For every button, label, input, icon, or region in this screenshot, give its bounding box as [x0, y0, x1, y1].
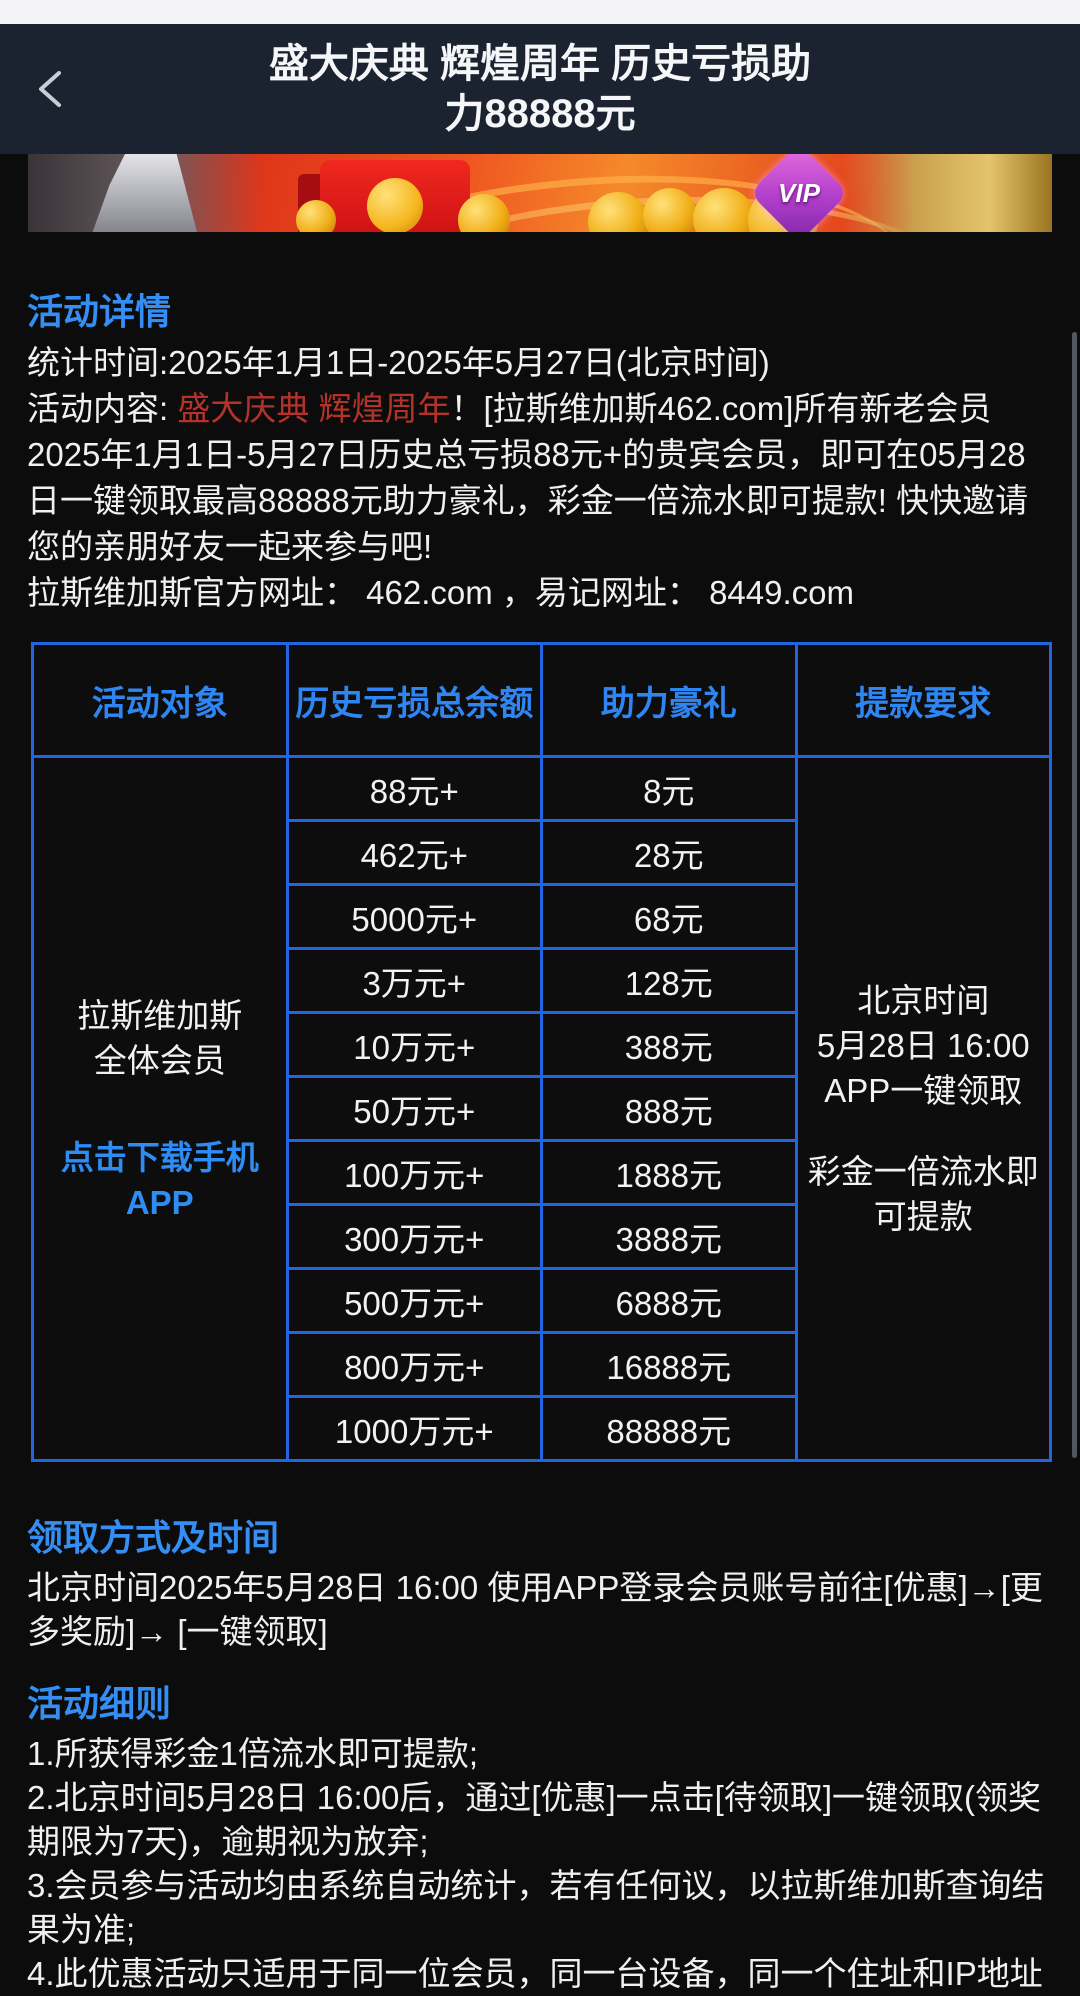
- bonus-table: 活动对象 历史亏损总余额 助力豪礼 提款要求 拉斯维加斯 全体会员 点击下载手机…: [31, 642, 1052, 1462]
- section-claim-method: 领取方式及时间 北京时间2025年5月28日 16:00 使用APP登录会员账号…: [27, 1518, 1053, 1654]
- col-header-target: 活动对象: [31, 642, 289, 758]
- table-row: 50万元+ 888元: [33, 1075, 1051, 1142]
- bonus-cell: 128元: [540, 947, 798, 1014]
- rules-heading: 活动细则: [27, 1683, 172, 1724]
- table-row: 1000万元+ 88888元: [33, 1395, 1051, 1462]
- table-row: 5000元+ 68元: [33, 883, 1051, 950]
- target-cell: 拉斯维加斯 全体会员 点击下载手机APP: [31, 755, 289, 1462]
- content-body: ！[拉斯维加斯462.com]所有新老会员2025年1月1日-5月27日历史总亏…: [27, 390, 1029, 565]
- promo-content: 活动详情 统计时间:2025年1月1日-2025年5月27日(北京时间) 活动内…: [0, 292, 1080, 1996]
- loss-cell: 10万元+: [285, 1011, 543, 1078]
- status-bar: [0, 0, 1080, 24]
- loss-cell: 300万元+: [285, 1203, 543, 1270]
- col-header-bonus: 助力豪礼: [540, 642, 798, 758]
- bonus-cell: 1888元: [540, 1139, 798, 1206]
- bonus-cell: 888元: [540, 1075, 798, 1142]
- gold-coin-icon: [693, 188, 755, 232]
- col-header-loss: 历史亏损总余额: [285, 642, 543, 758]
- gold-coin-icon: [588, 192, 648, 232]
- loss-cell: 100万元+: [285, 1139, 543, 1206]
- stat-time-text: 统计时间:2025年1月1日-2025年5月27日(北京时间): [27, 344, 770, 381]
- loss-cell: 5000元+: [285, 883, 543, 950]
- target-members-text: 拉斯维加斯 全体会员: [77, 996, 243, 1079]
- gold-model-image: [842, 154, 1052, 232]
- scrollbar[interactable]: [1072, 332, 1077, 1458]
- bonus-cell: 16888元: [540, 1331, 798, 1398]
- app-header: 盛大庆典 辉煌周年 历史亏损助 力88888元: [0, 24, 1080, 154]
- loss-cell: 50万元+: [285, 1075, 543, 1142]
- vip-badge-label: VIP: [778, 177, 820, 208]
- loss-cell: 462元+: [285, 819, 543, 886]
- table-row: 800万元+ 16888元: [33, 1331, 1051, 1398]
- bonus-cell: 8元: [540, 755, 798, 822]
- table-header-row: 活动对象 历史亏损总余额 助力豪礼 提款要求: [31, 642, 1052, 758]
- bonus-cell: 388元: [540, 1011, 798, 1078]
- withdraw-turnover-text: 彩金一倍流水即可提款: [807, 1153, 1039, 1235]
- section-activity-details: 活动详情 统计时间:2025年1月1日-2025年5月27日(北京时间) 活动内…: [27, 292, 1053, 616]
- loss-cell: 3万元+: [285, 947, 543, 1014]
- bonus-cell: 28元: [540, 819, 798, 886]
- chevron-left-icon: [39, 71, 61, 107]
- col-header-withdraw: 提款要求: [794, 642, 1052, 758]
- content-prefix: 活动内容:: [27, 390, 178, 427]
- loss-cell: 88元+: [285, 755, 543, 822]
- vip-badge: VIP: [749, 154, 849, 232]
- table-row: 462元+ 28元: [33, 819, 1051, 886]
- rule-item: 3.会员参与活动均由系统自动统计，若有任何议，以拉斯维加斯查询结果为准;: [27, 1867, 1045, 1948]
- bonus-cell: 6888元: [540, 1267, 798, 1334]
- gold-coin-icon: [643, 188, 697, 232]
- gold-coin-icon: [296, 200, 336, 232]
- withdraw-time-text: 北京时间 5月28日 16:00 APP一键领取: [816, 982, 1030, 1109]
- table-row: 300万元+ 3888元: [33, 1203, 1051, 1270]
- claim-body-text: 北京时间2025年5月28日 16:00 使用APP登录会员账号前往[优惠]→[…: [27, 1569, 1043, 1650]
- table-row: 拉斯维加斯 全体会员 点击下载手机APP 88元+ 8元 北京时间 5月28日 …: [31, 755, 1052, 1462]
- download-app-link[interactable]: 点击下载手机APP: [60, 1138, 259, 1221]
- content-highlight: 盛大庆典 辉煌周年: [177, 390, 451, 427]
- rule-item: 2.北京时间5月28日 16:00后，通过[优惠]一点击[待领取]一键领取(领奖…: [27, 1779, 1041, 1860]
- details-heading: 活动详情: [27, 291, 172, 332]
- red-envelope-icon: [320, 160, 470, 232]
- rule-item: 1.所获得彩金1倍流水即可提款;: [27, 1735, 479, 1772]
- section-rules: 活动细则 1.所获得彩金1倍流水即可提款; 2.北京时间5月28日 16:00后…: [27, 1684, 1053, 1996]
- bonus-cell: 88888元: [540, 1395, 798, 1462]
- table-row: 3万元+ 128元: [33, 947, 1051, 1014]
- loss-cell: 800万元+: [285, 1331, 543, 1398]
- gold-coin-icon: [458, 194, 510, 232]
- bonus-cell: 3888元: [540, 1203, 798, 1270]
- promo-banner: VIP: [28, 154, 1052, 232]
- table-row: 500万元+ 6888元: [33, 1267, 1051, 1334]
- table-row: 100万元+ 1888元: [33, 1139, 1051, 1206]
- loss-cell: 1000万元+: [285, 1395, 543, 1462]
- rule-item: 4.此优惠活动只适用于同一位会员，同一台设备，同一个住址和IP地址: [27, 1955, 1043, 1992]
- back-button[interactable]: [26, 65, 74, 113]
- bonus-cell: 68元: [540, 883, 798, 950]
- loss-cell: 500万元+: [285, 1267, 543, 1334]
- activity-content-text: 活动内容: 盛大庆典 辉煌周年！[拉斯维加斯462.com]所有新老会员2025…: [27, 386, 1053, 570]
- site-urls-text: 拉斯维加斯官方网址： 462.com ，易记网址： 8449.com: [27, 574, 854, 611]
- withdraw-cell: 北京时间 5月28日 16:00 APP一键领取 彩金一倍流水即可提款: [794, 755, 1052, 1462]
- claim-heading: 领取方式及时间: [27, 1517, 280, 1558]
- table-row: 10万元+ 388元: [33, 1011, 1051, 1078]
- page-title: 盛大庆典 辉煌周年 历史亏损助 力88888元: [268, 42, 812, 136]
